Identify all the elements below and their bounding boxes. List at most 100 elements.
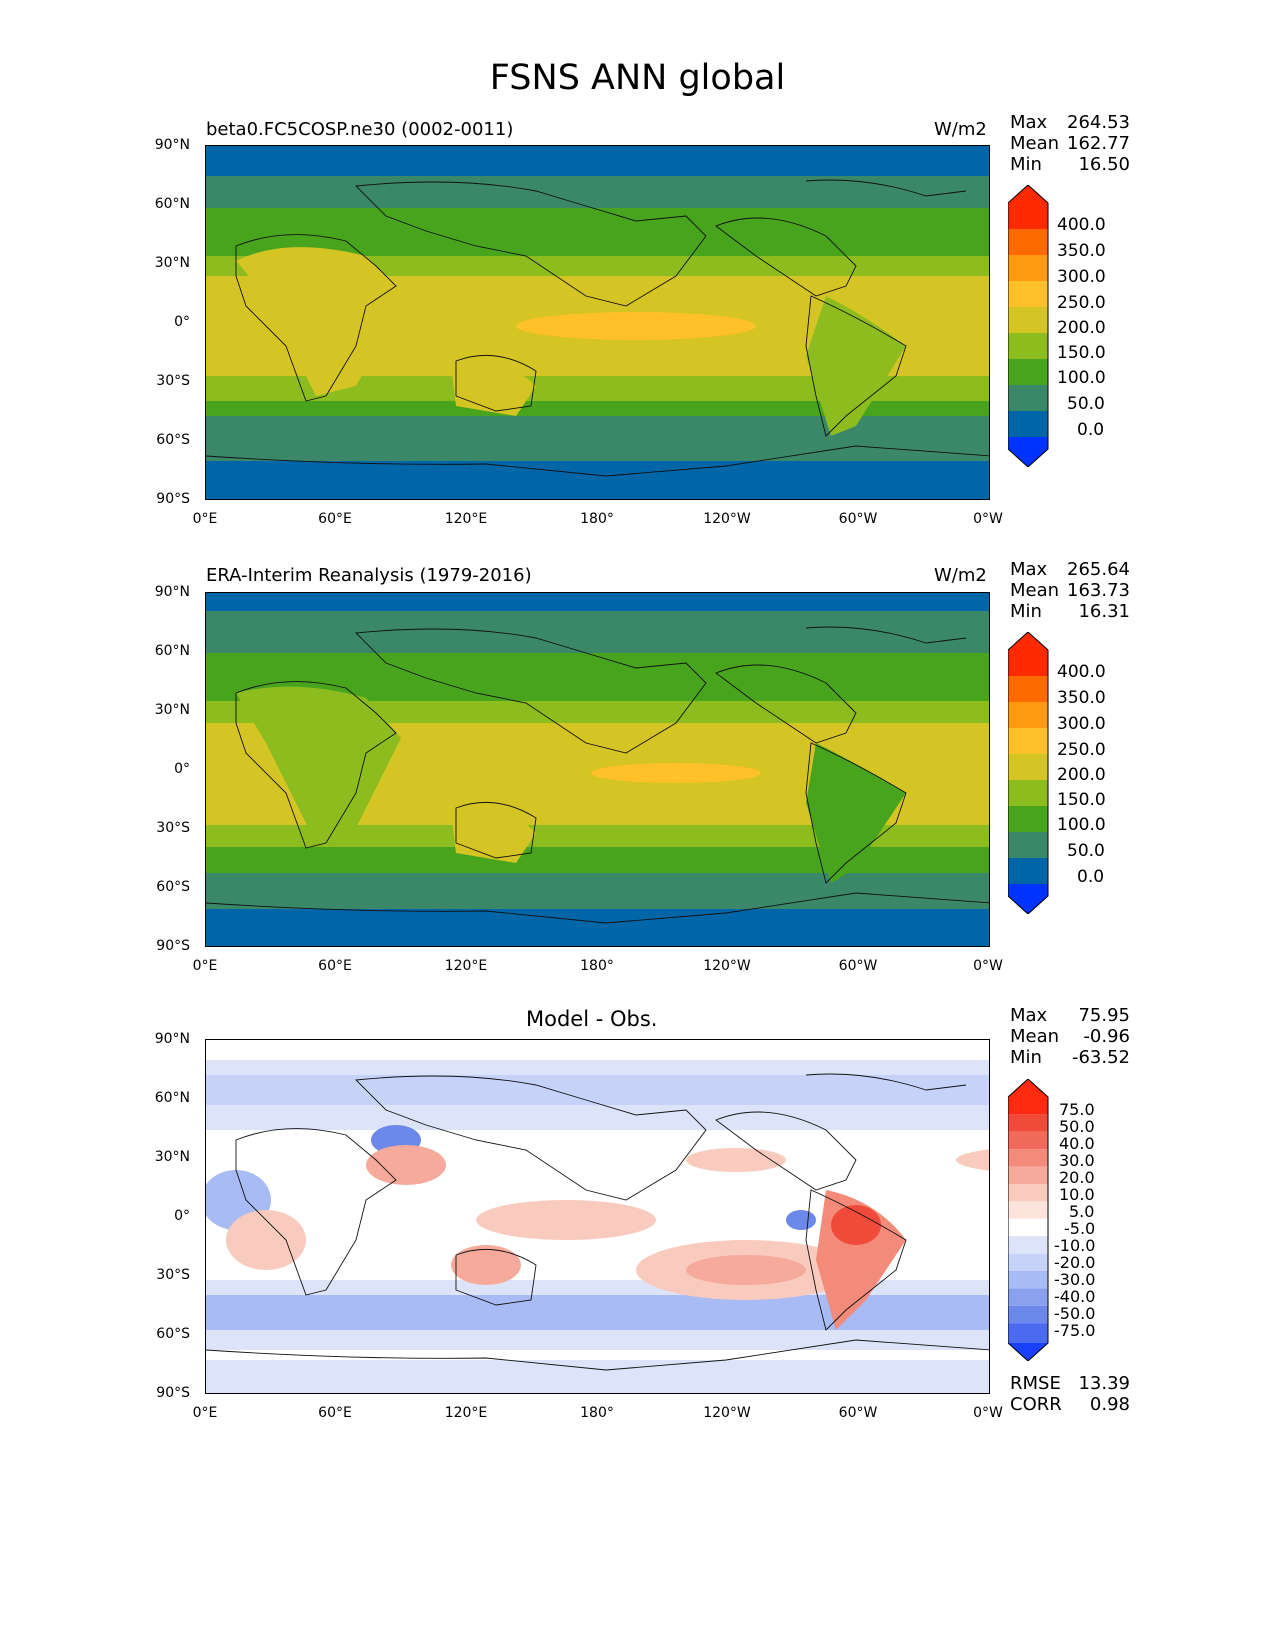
colorbar-level: 150.0	[1057, 343, 1106, 363]
difference-map	[205, 1039, 990, 1394]
stat-max-label: Max	[1010, 1005, 1048, 1026]
stat-min-value: -63.52	[1071, 1047, 1130, 1068]
y-tick-label: 30°S	[156, 820, 190, 836]
units-label: W/m2	[934, 565, 987, 586]
y-tick-label: 30°N	[154, 702, 190, 718]
y-tick-label: 30°N	[154, 1149, 190, 1165]
y-tick-label: 90°S	[156, 1385, 190, 1401]
y-tick-label: 60°S	[156, 879, 190, 895]
colorbar-level: 10.0	[1059, 1185, 1095, 1204]
y-tick-label: 60°N	[154, 1090, 190, 1106]
stat-min-label: Min	[1010, 154, 1042, 175]
y-tick-label: 60°S	[156, 432, 190, 448]
x-tick-label: 60°W	[838, 1405, 878, 1421]
x-tick-label: 120°W	[703, 958, 751, 974]
x-tick-label: 120°E	[444, 1405, 488, 1421]
stat-mean-value: -0.96	[1083, 1026, 1130, 1047]
figure-title: FSNS ANN global	[489, 58, 786, 98]
colorbar-level: -5.0	[1064, 1219, 1096, 1238]
stat-max-label: Max	[1010, 112, 1048, 133]
y-tick-label: 30°N	[154, 255, 190, 271]
x-tick-label: 0°W	[973, 1405, 1003, 1421]
colorbar-level: 50.0	[1067, 841, 1105, 861]
x-tick-label: 0°E	[192, 511, 218, 527]
y-tick-label: 60°N	[154, 196, 190, 212]
y-tick-label: 0°	[174, 1208, 190, 1224]
y-tick-label: 90°S	[156, 491, 190, 507]
stat-max-value: 75.95	[1078, 1005, 1130, 1026]
colorbar-level: 150.0	[1057, 790, 1106, 810]
colorbar-level: 300.0	[1057, 714, 1106, 734]
x-tick-label: 0°E	[192, 1405, 218, 1421]
x-tick-label: 60°E	[318, 958, 352, 974]
colorbar-level: 40.0	[1059, 1134, 1095, 1153]
rmse-value: 13.39	[1078, 1373, 1130, 1394]
stat-max-label: Max	[1010, 559, 1048, 580]
y-tick-label: 0°	[174, 761, 190, 777]
x-tick-label: 180°	[580, 511, 614, 527]
x-tick-label: 180°	[580, 1405, 614, 1421]
stat-min-value: 16.50	[1078, 154, 1130, 175]
colorbar-level: 200.0	[1057, 318, 1106, 338]
y-tick-label: 30°S	[156, 373, 190, 389]
colorbar-level: 30.0	[1059, 1151, 1095, 1170]
colorbar-level: -30.0	[1054, 1270, 1096, 1289]
stat-min-label: Min	[1010, 601, 1042, 622]
stat-max-value: 264.53	[1067, 112, 1130, 133]
units-label: W/m2	[934, 119, 987, 140]
stat-max-value: 265.64	[1067, 559, 1130, 580]
corr-value: 0.98	[1089, 1394, 1130, 1415]
colorbar-level: 350.0	[1057, 688, 1106, 708]
x-tick-label: 60°W	[838, 511, 878, 527]
stat-mean-label: Mean	[1010, 133, 1060, 154]
corr-label: CORR	[1010, 1394, 1062, 1415]
colorbar-level: 5.0	[1069, 1202, 1095, 1221]
stat-min-label: Min	[1010, 1047, 1042, 1068]
obs-map	[205, 592, 990, 947]
colorbar	[1008, 1079, 1052, 1361]
colorbar-level: 0.0	[1077, 420, 1105, 440]
colorbar-level: -10.0	[1054, 1236, 1096, 1255]
colorbar-level: -20.0	[1054, 1253, 1096, 1272]
x-tick-label: 120°E	[444, 958, 488, 974]
y-tick-label: 90°S	[156, 938, 190, 954]
y-tick-label: 60°S	[156, 1326, 190, 1342]
x-tick-label: 180°	[580, 958, 614, 974]
panel-title: Model - Obs.	[526, 1007, 658, 1031]
panel-title: ERA-Interim Reanalysis (1979-2016)	[206, 565, 532, 586]
colorbar-level: 250.0	[1057, 740, 1106, 760]
y-tick-label: 60°N	[154, 643, 190, 659]
colorbar-level: 20.0	[1059, 1168, 1095, 1187]
colorbar-level: -40.0	[1054, 1287, 1096, 1306]
x-tick-label: 60°W	[838, 958, 878, 974]
colorbar-level: 75.0	[1059, 1100, 1095, 1119]
x-tick-label: 120°W	[703, 1405, 751, 1421]
stat-mean-label: Mean	[1010, 1026, 1060, 1047]
colorbar	[1008, 185, 1052, 467]
x-tick-label: 120°E	[444, 511, 488, 527]
stat-mean-value: 162.77	[1067, 133, 1130, 154]
x-tick-label: 0°W	[973, 958, 1003, 974]
y-tick-label: 90°N	[154, 584, 190, 600]
y-tick-label: 0°	[174, 314, 190, 330]
colorbar-level: 250.0	[1057, 293, 1106, 313]
colorbar-level: 100.0	[1057, 815, 1106, 835]
y-tick-label: 90°N	[154, 137, 190, 153]
y-tick-label: 90°N	[154, 1031, 190, 1047]
rmse-label: RMSE	[1010, 1373, 1061, 1394]
colorbar-level: -50.0	[1054, 1304, 1096, 1323]
x-tick-label: 0°W	[973, 511, 1003, 527]
colorbar-level: 50.0	[1059, 1117, 1095, 1136]
y-tick-label: 30°S	[156, 1267, 190, 1283]
colorbar-level: 300.0	[1057, 267, 1106, 287]
colorbar-level: 350.0	[1057, 241, 1106, 261]
colorbar-level: 50.0	[1067, 394, 1105, 414]
colorbar-level: 400.0	[1057, 662, 1106, 682]
x-tick-label: 60°E	[318, 511, 352, 527]
colorbar-level: 200.0	[1057, 765, 1106, 785]
model-map	[205, 145, 990, 500]
colorbar-level: 0.0	[1077, 867, 1105, 887]
colorbar-level: 100.0	[1057, 368, 1106, 388]
stat-mean-value: 163.73	[1067, 580, 1130, 601]
stat-mean-label: Mean	[1010, 580, 1060, 601]
